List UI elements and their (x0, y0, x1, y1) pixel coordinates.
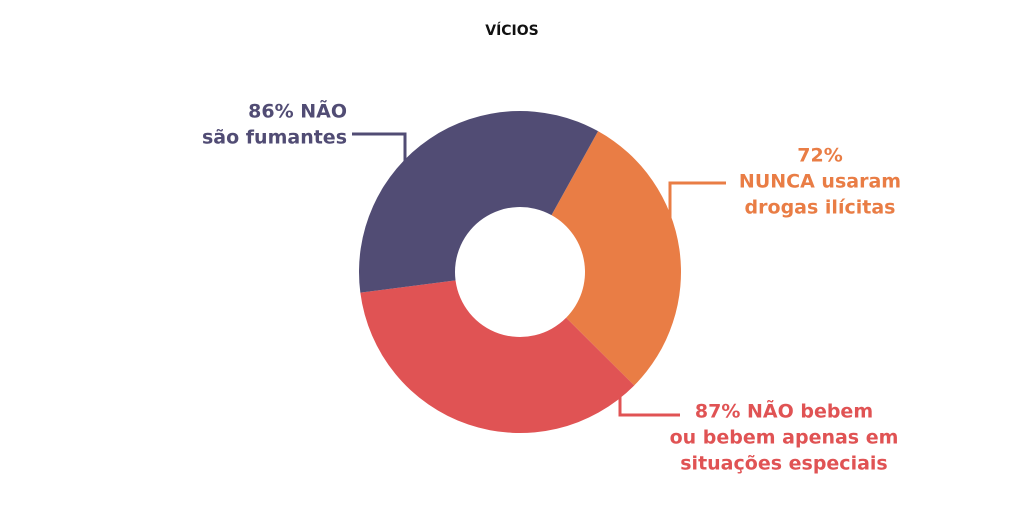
data-label: são fumantes (202, 127, 347, 149)
donut-segment (551, 131, 681, 386)
donut-segment (360, 280, 635, 433)
donut-segment (359, 111, 599, 293)
data-label: ou bebem apenas em (670, 427, 899, 449)
data-label: drogas ilícitas (745, 197, 896, 219)
leader-line (352, 132, 407, 166)
data-label: NUNCA usaram (739, 171, 901, 193)
data-label: 86% NÃO (248, 99, 347, 123)
data-label: 87% NÃO bebem (695, 399, 873, 423)
data-label: 72% (797, 145, 842, 167)
leader-line (668, 181, 726, 222)
chart-title: VÍCIOS (485, 22, 539, 39)
data-label: situações especiais (680, 453, 887, 475)
